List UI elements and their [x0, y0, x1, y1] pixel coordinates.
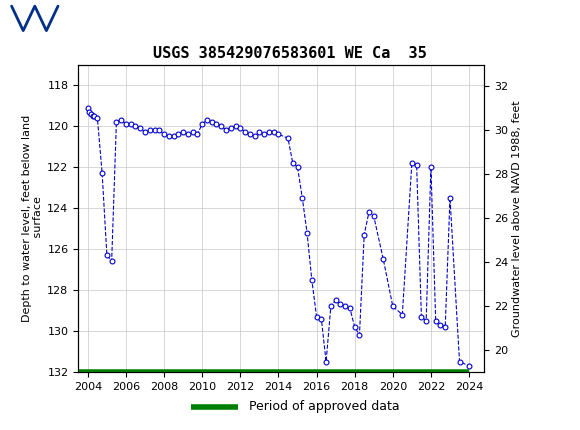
Text: USGS 385429076583601 WE Ca  35: USGS 385429076583601 WE Ca 35 [153, 46, 427, 61]
Y-axis label: Groundwater level above NAVD 1988, feet: Groundwater level above NAVD 1988, feet [513, 100, 523, 337]
Y-axis label: Depth to water level, feet below land
 surface: Depth to water level, feet below land su… [21, 115, 43, 322]
Bar [6, 4, 64, 37]
Text: USGS: USGS [72, 13, 119, 28]
Text: Period of approved data: Period of approved data [249, 400, 400, 413]
